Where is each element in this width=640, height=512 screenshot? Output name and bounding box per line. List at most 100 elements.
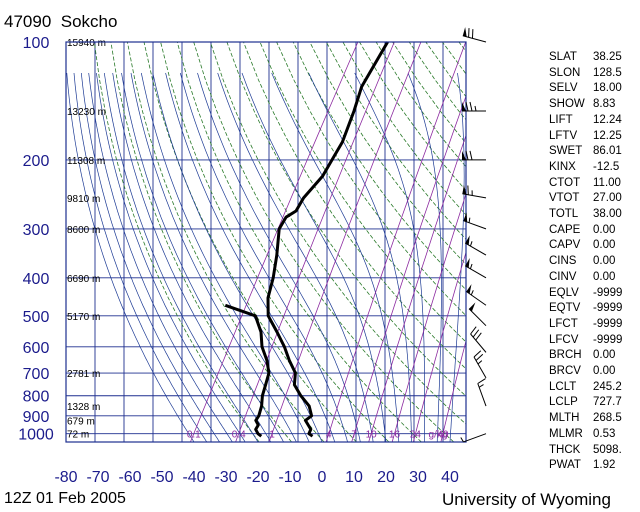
index-row: LIFT 12.24 <box>549 113 640 129</box>
wind-barb-feather <box>475 353 484 361</box>
temperature-tick-label: -50 <box>150 469 173 486</box>
index-row: CTOT 11.00 <box>549 176 640 192</box>
dewpoint-line <box>224 303 271 438</box>
wind-barb-feather <box>465 150 469 161</box>
mixing-ratio-label: 1 <box>269 430 275 441</box>
wind-barb-feather <box>469 101 473 112</box>
dry-adiabat-line <box>176 42 422 442</box>
dry-adiabat-line <box>276 42 466 317</box>
index-row: SWET 86.01 <box>549 144 640 160</box>
index-key: CAPE <box>549 223 581 236</box>
temperature-line <box>266 41 389 438</box>
pressure-tick-label: 600 <box>23 340 50 357</box>
index-row: PWAT 1.92 <box>549 458 640 474</box>
wind-barb-half-feather <box>477 360 483 365</box>
wind-barb-flag <box>465 235 470 246</box>
temperature-tick-label: 0 <box>318 469 327 486</box>
mixing-ratio-label: 0.4 <box>232 430 246 441</box>
wind-barb <box>468 302 487 327</box>
pressure-tick-label: 700 <box>23 366 50 383</box>
index-value: -9999 <box>593 317 623 330</box>
wind-barb-flag <box>465 258 470 268</box>
index-key: CINS <box>549 255 577 268</box>
index-key: KINX <box>549 160 576 173</box>
height-label: 9810 m <box>67 194 100 205</box>
pressure-tick-label: 1000 <box>18 427 54 444</box>
station-name: Sokcho <box>60 12 118 31</box>
dry-adiabat-line <box>93 42 260 442</box>
index-key: EQLV <box>549 286 579 299</box>
wind-barb <box>462 184 487 199</box>
index-row: CAPE 0.00 <box>549 223 640 239</box>
index-value: 12.24 <box>593 113 622 126</box>
wind-barb-flag <box>466 284 472 294</box>
pressure-tick-label: 100 <box>23 35 50 52</box>
index-row: SELV 18.00 <box>549 81 640 97</box>
mixing-ratio-label: 16 <box>389 430 401 441</box>
index-key: PWAT <box>549 459 581 472</box>
temperature-tick-label: -80 <box>54 469 77 486</box>
moist-adiabat-line <box>121 72 284 442</box>
index-value: 27.00 <box>593 192 622 205</box>
wind-barb-feather <box>472 329 480 338</box>
index-value: -9999 <box>593 302 623 315</box>
index-value: 0.00 <box>593 349 616 362</box>
dry-adiabat-line <box>259 42 466 343</box>
mixing-ratio-label: 10 <box>366 430 378 441</box>
mixing-ratio-line <box>190 42 359 442</box>
wind-barb-shaft <box>466 291 487 306</box>
mixing-ratio-label: 4 <box>326 430 332 441</box>
index-row: BRCH 0.00 <box>549 348 640 364</box>
moist-adiabat-line <box>165 72 336 442</box>
moist-adiabat-line <box>130 72 297 442</box>
index-row: CINV 0.00 <box>549 270 640 286</box>
temperature-tick-label: -70 <box>86 469 109 486</box>
wind-barb-flag <box>463 212 468 223</box>
index-key: VTOT <box>549 192 580 205</box>
dry-adiabat-line <box>160 42 390 442</box>
wind-barb-half-feather <box>468 217 471 223</box>
temperature-tick-label: 40 <box>441 469 459 486</box>
index-key: THCK <box>549 443 581 456</box>
wind-barb-flag <box>462 184 467 195</box>
index-key: LCLT <box>549 380 577 393</box>
index-key: CAPV <box>549 239 581 252</box>
wind-barb <box>473 350 487 379</box>
pressure-tick-label: 300 <box>23 222 50 239</box>
pressure-tick-label: 900 <box>23 409 50 426</box>
index-value: 245.2 <box>593 380 622 393</box>
wind-barb <box>470 326 487 353</box>
mixing-ratio-label: 40 <box>437 430 449 441</box>
index-row: CAPV 0.00 <box>549 238 640 254</box>
index-row: CINS 0.00 <box>549 254 640 270</box>
pressure-tick-label: 200 <box>23 153 50 170</box>
index-key: BRCH <box>549 349 582 362</box>
index-value: 11.00 <box>593 176 621 189</box>
wind-barb <box>464 235 487 256</box>
mixing-ratio-line <box>368 134 466 442</box>
wind-barb <box>462 27 487 43</box>
index-row: MLMR 0.53 <box>549 427 640 443</box>
source-credit: University of Wyoming <box>442 490 611 509</box>
wind-barb-shaft <box>463 433 487 443</box>
moist-adiabat-line <box>271 72 400 442</box>
index-value: 18.00 <box>593 82 622 95</box>
wind-barb-feather <box>470 326 477 335</box>
index-value: -9999 <box>593 286 623 299</box>
station-header: 47090 Sokcho <box>4 12 117 32</box>
dry-adiabat-line <box>110 42 292 442</box>
wind-barb-flag <box>469 302 476 312</box>
temperature-tick-label: -60 <box>118 469 141 486</box>
index-value: 8.83 <box>593 98 616 111</box>
mixing-ratio-line <box>235 42 395 442</box>
height-label: 1328 m <box>67 402 100 413</box>
mixing-ratio-line <box>412 250 466 442</box>
dry-adiabat-line <box>243 42 466 370</box>
index-value: 38.25 <box>593 51 622 63</box>
mixing-ratio-label: 24 <box>410 430 422 441</box>
index-row: LCLT 245.2 <box>549 380 640 396</box>
dry-adiabat-line <box>325 42 466 240</box>
moist-adiabat-line <box>449 72 465 442</box>
temperature-tick-label: 30 <box>409 469 427 486</box>
